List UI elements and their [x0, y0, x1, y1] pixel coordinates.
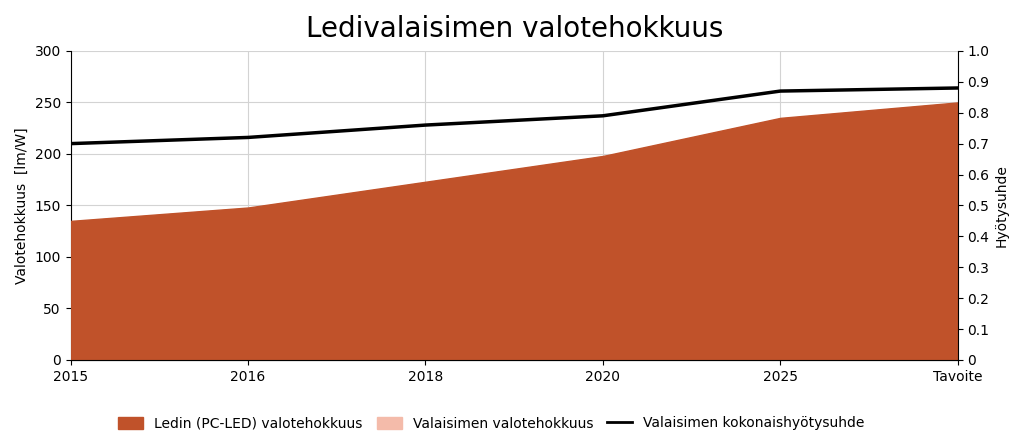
Title: Ledivalaisimen valotehokkuus: Ledivalaisimen valotehokkuus: [305, 15, 723, 43]
Y-axis label: Hyötysuhde: Hyötysuhde: [995, 164, 1009, 247]
Y-axis label: Valotehokkuus  [lm/W]: Valotehokkuus [lm/W]: [15, 127, 29, 284]
Legend: Ledin (PC-LED) valotehokkuus, Valaisimen valotehokkuus, Valaisimen kokonaishyöty: Ledin (PC-LED) valotehokkuus, Valaisimen…: [113, 411, 870, 436]
